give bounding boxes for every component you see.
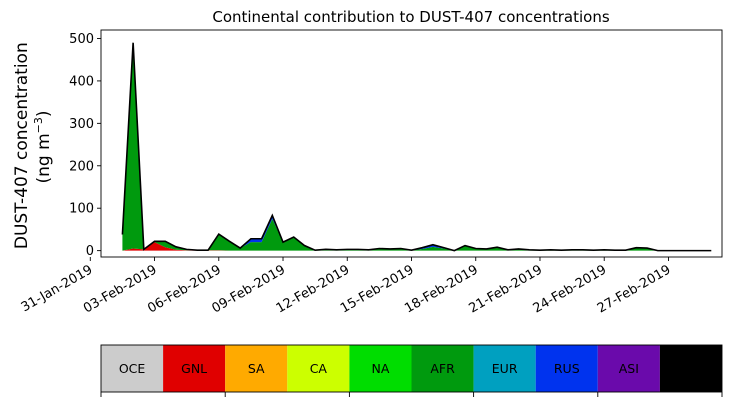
legend-label-eur: EUR [492, 361, 518, 376]
y-tick-label: 100 [69, 202, 94, 217]
total-outline [121, 42, 712, 252]
legend-swatch-sa [225, 345, 288, 392]
legend-swatch-gnl [163, 345, 226, 392]
y-axis-label: DUST-407 concentration (ng m−3) [12, 37, 54, 249]
legend-swatch-rus [535, 345, 598, 392]
chart-title: Continental contribution to DUST-407 con… [212, 8, 609, 26]
legend-swatch-ca [287, 345, 350, 392]
y-axis-label-line1: DUST-407 concentration [12, 42, 32, 249]
legend-colorbar: OCE GNL SA CA NA AFR EUR RUS ASI AUS [100, 344, 723, 397]
y-tick-label: 400 [69, 74, 94, 89]
y-tick-label: 200 [69, 159, 94, 174]
legend-swatch-oce [101, 345, 164, 392]
y-axis-label-sup: −3 [32, 117, 45, 133]
y-axis-label-line2: (ng m [34, 133, 54, 183]
plot-frame [100, 29, 723, 258]
axes: 010020030040050031-Jan-201903-Feb-201906… [19, 29, 723, 316]
area-rus [122, 42, 712, 251]
legend-label-gnl: GNL [181, 361, 207, 376]
legend-label-sa: SA [248, 361, 265, 376]
legend-label-afr: AFR [430, 361, 455, 376]
legend-swatch-asi [597, 345, 660, 392]
legend-label-ca: CA [310, 361, 328, 376]
area-afr [122, 42, 712, 251]
legend-label-oce: OCE [119, 361, 146, 376]
legend-swatch-eur [473, 345, 536, 392]
legend-swatch-afr [411, 345, 474, 392]
y-tick-label: 500 [69, 32, 94, 47]
y-axis-label-close: ) [34, 110, 54, 117]
legend-label-na: NA [371, 361, 389, 376]
legend-label-rus: RUS [554, 361, 580, 376]
y-tick-label: 0 [86, 244, 94, 259]
legend-label-asi: ASI [619, 361, 639, 376]
legend-label-aus: AUS [678, 361, 704, 376]
x-tick-label: 27-Feb-2019 [595, 262, 674, 316]
legend-swatch-aus [659, 345, 722, 392]
y-tick-label: 300 [69, 117, 94, 132]
legend-swatch-na [349, 345, 412, 392]
plot-area [121, 42, 712, 252]
legend-frame [100, 344, 723, 393]
